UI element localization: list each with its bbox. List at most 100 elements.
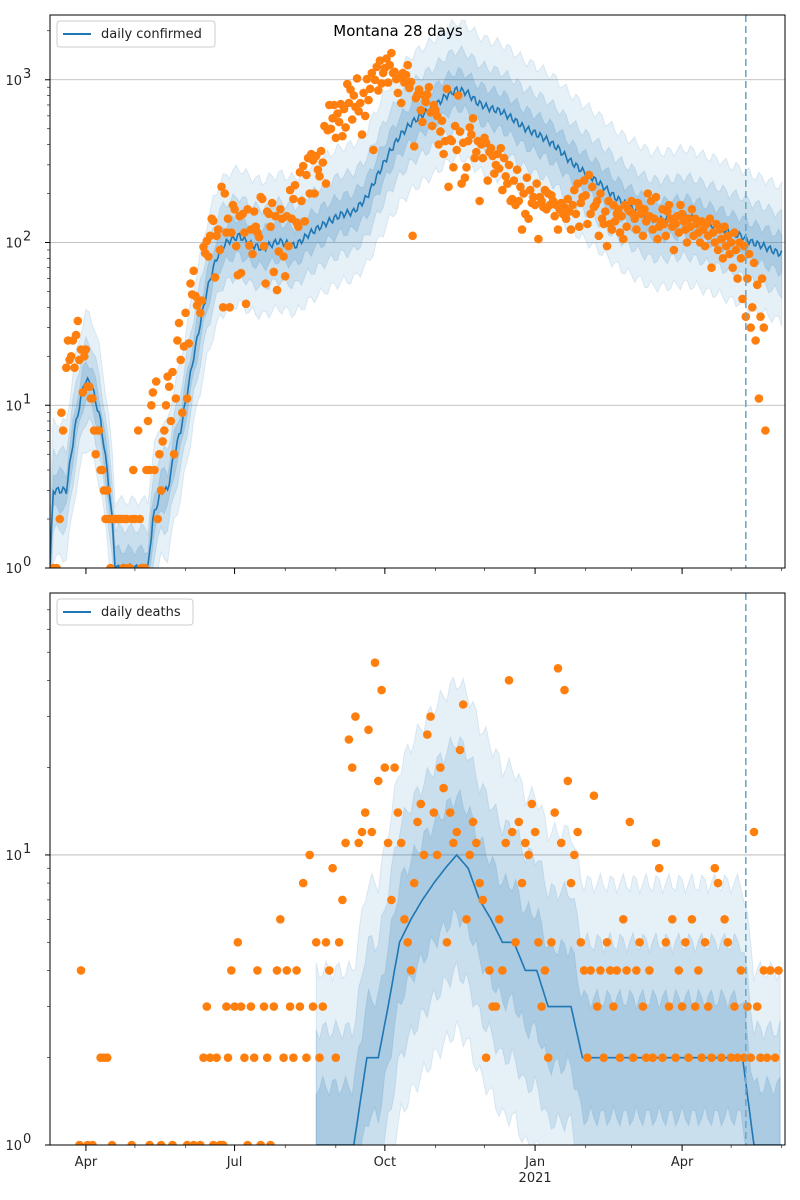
observed-point xyxy=(682,238,692,247)
observed-point xyxy=(84,382,94,392)
observed-point xyxy=(403,938,413,947)
observed-point xyxy=(52,563,61,568)
observed-point xyxy=(380,763,390,772)
observed-point xyxy=(383,78,393,87)
observed-point xyxy=(648,225,657,234)
observed-point xyxy=(377,685,386,695)
observed-point xyxy=(527,799,537,809)
observed-point xyxy=(246,1002,256,1011)
observed-point xyxy=(351,712,360,721)
observed-point xyxy=(596,966,605,975)
observed-point xyxy=(705,214,715,223)
observed-point xyxy=(574,222,584,231)
observed-point xyxy=(736,966,746,975)
observed-point xyxy=(367,827,377,837)
observed-point xyxy=(189,266,198,276)
observed-point xyxy=(743,274,752,283)
observed-point xyxy=(730,228,739,237)
observed-point xyxy=(321,179,331,188)
observed-point xyxy=(628,1053,638,1062)
observed-point xyxy=(713,878,723,888)
observed-point xyxy=(766,966,775,975)
observed-point xyxy=(377,79,386,88)
observed-point xyxy=(357,827,367,837)
observed-point xyxy=(703,1002,713,1011)
observed-point xyxy=(347,115,357,124)
observed-point xyxy=(421,97,431,107)
observed-point xyxy=(264,209,274,219)
observed-point xyxy=(530,200,540,210)
observed-point xyxy=(178,408,187,418)
observed-point xyxy=(460,173,470,182)
observed-point xyxy=(331,1053,341,1062)
y-tick-exponent: 1 xyxy=(23,842,31,857)
observed-point xyxy=(88,394,97,403)
observed-point xyxy=(240,228,249,237)
observed-point xyxy=(472,147,481,157)
observed-point xyxy=(565,207,574,216)
observed-point xyxy=(462,915,471,924)
observed-point xyxy=(529,192,538,202)
observed-point xyxy=(494,164,504,173)
observed-point xyxy=(267,198,277,208)
deaths-legend: daily deaths xyxy=(56,598,194,626)
observed-point xyxy=(599,219,608,229)
observed-point xyxy=(409,878,419,888)
observed-point xyxy=(592,1002,602,1011)
observed-point xyxy=(553,664,563,673)
observed-point xyxy=(360,808,370,817)
observed-point xyxy=(212,1053,221,1062)
observed-point xyxy=(700,938,710,947)
confirmed-gridlines xyxy=(50,79,785,406)
observed-point xyxy=(761,426,770,435)
observed-point xyxy=(501,172,511,181)
confirmed-x-axis xyxy=(85,568,783,574)
observed-point xyxy=(576,938,586,947)
observed-point xyxy=(605,966,615,975)
observed-point xyxy=(271,211,280,221)
observed-point xyxy=(311,938,321,947)
observed-point xyxy=(156,1140,166,1145)
observed-point xyxy=(739,241,749,251)
observed-point xyxy=(223,214,233,223)
observed-point xyxy=(298,878,308,888)
observed-point xyxy=(169,449,179,459)
observed-point xyxy=(300,217,310,226)
observed-point xyxy=(155,449,164,459)
y-tick-exponent: 0 xyxy=(23,555,31,570)
observed-point xyxy=(534,234,543,244)
observed-point xyxy=(125,563,135,568)
observed-point xyxy=(615,228,625,237)
observed-point xyxy=(289,1053,298,1062)
observed-point xyxy=(514,196,524,206)
observed-point xyxy=(504,160,514,170)
confirmed-observed-points xyxy=(50,48,770,568)
observed-point xyxy=(774,966,783,975)
deaths-uncertainty-bands xyxy=(315,676,781,1145)
observed-point xyxy=(416,799,426,809)
observed-point xyxy=(333,109,342,118)
observed-point xyxy=(338,131,347,141)
observed-point xyxy=(202,1002,212,1011)
observed-point xyxy=(677,1002,687,1011)
observed-point xyxy=(653,234,662,244)
legend-entry-daily-deaths: daily deaths xyxy=(101,605,181,620)
observed-point xyxy=(302,170,311,180)
observed-point xyxy=(341,123,350,132)
observed-point xyxy=(661,938,671,947)
y-tick-label: 10 xyxy=(5,74,22,89)
observed-point xyxy=(321,938,331,947)
observed-point xyxy=(643,189,653,198)
confirmed-legend: daily confirmed xyxy=(56,20,216,48)
observed-point xyxy=(609,1002,618,1011)
observed-point xyxy=(78,388,87,397)
observed-point xyxy=(617,211,626,221)
observed-point xyxy=(718,253,728,263)
observed-point xyxy=(674,228,684,237)
observed-point xyxy=(370,658,380,667)
observed-point xyxy=(354,107,364,116)
observed-point xyxy=(726,238,736,247)
observed-point xyxy=(295,1002,305,1011)
observed-point xyxy=(347,763,357,772)
